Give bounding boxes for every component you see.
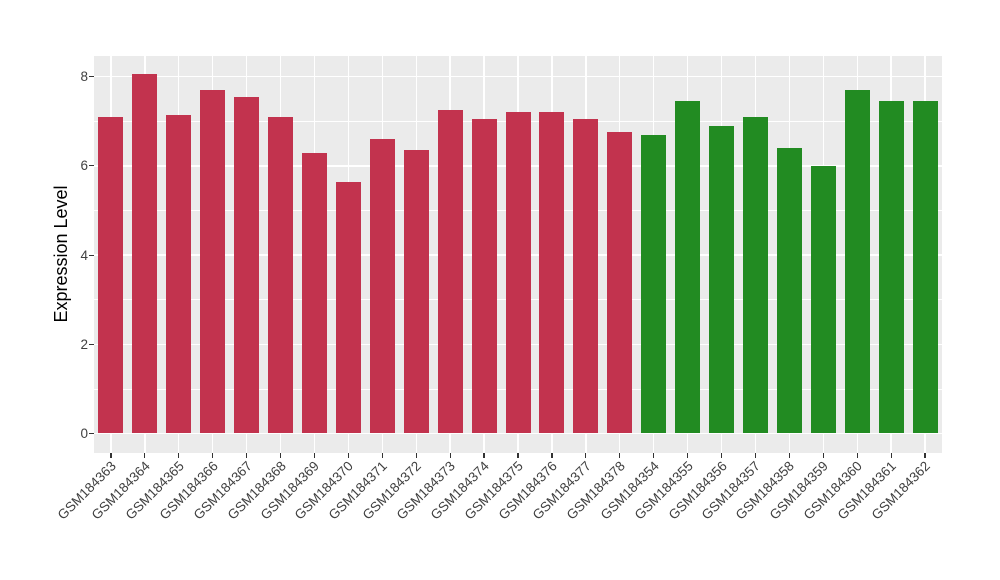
x-tick xyxy=(313,453,316,458)
x-tick xyxy=(687,453,689,458)
bar-GSM184378 xyxy=(607,132,633,434)
x-tick xyxy=(347,453,349,458)
bar-GSM184368 xyxy=(268,116,294,434)
x-tick xyxy=(720,453,723,458)
x-tick xyxy=(585,453,587,458)
x-tick xyxy=(144,453,146,458)
bar-GSM184358 xyxy=(776,148,802,434)
x-tick xyxy=(788,453,790,458)
x-tick xyxy=(279,453,282,458)
bar-GSM184366 xyxy=(200,90,226,434)
x-tick xyxy=(212,453,214,458)
bar-GSM184372 xyxy=(403,150,429,434)
x-tick xyxy=(924,453,926,458)
bar-GSM184356 xyxy=(709,125,735,434)
y-tick-label: 2 xyxy=(80,336,88,352)
bar-GSM184365 xyxy=(166,114,192,434)
x-tick xyxy=(449,453,451,458)
x-tick xyxy=(822,453,824,458)
x-tick xyxy=(415,453,417,458)
y-tick-label: 8 xyxy=(80,69,88,85)
x-tick xyxy=(517,453,519,458)
y-tick xyxy=(89,432,94,435)
bar-GSM184376 xyxy=(539,112,565,434)
bar-GSM184361 xyxy=(878,101,904,434)
bar-GSM184370 xyxy=(335,181,361,434)
x-tick xyxy=(178,453,180,458)
bar-GSM184363 xyxy=(98,116,124,434)
bar-GSM184367 xyxy=(234,96,260,434)
x-tick xyxy=(483,453,485,458)
x-tick xyxy=(551,453,553,458)
y-tick-label: 0 xyxy=(80,426,88,441)
y-tick-label: 4 xyxy=(80,247,88,263)
plot-panel xyxy=(94,56,942,453)
x-tick xyxy=(110,453,112,458)
bar-GSM184362 xyxy=(912,101,938,434)
bar-GSM184360 xyxy=(844,90,870,434)
x-tick xyxy=(856,453,858,458)
x-tick xyxy=(619,453,621,458)
bar-GSM184375 xyxy=(505,112,531,434)
x-tick xyxy=(754,453,757,458)
x-tick xyxy=(653,453,655,458)
bar-GSM184354 xyxy=(641,134,667,434)
x-tick xyxy=(890,453,892,458)
y-tick xyxy=(89,254,94,256)
bar-GSM184373 xyxy=(437,110,463,434)
y-tick xyxy=(89,343,94,345)
bar-GSM184364 xyxy=(132,74,158,434)
y-tick-label: 6 xyxy=(80,158,88,174)
x-tick xyxy=(381,453,383,458)
bar-GSM184359 xyxy=(810,165,836,434)
bar-GSM184357 xyxy=(742,116,768,434)
bar-GSM184371 xyxy=(369,139,395,434)
bar-GSM184369 xyxy=(301,152,327,434)
bar-GSM184355 xyxy=(675,101,701,434)
y-tick xyxy=(89,76,94,78)
bar-GSM184374 xyxy=(471,119,497,434)
y-tick xyxy=(89,165,94,167)
x-tick xyxy=(246,453,248,458)
bar-GSM184377 xyxy=(573,119,599,434)
